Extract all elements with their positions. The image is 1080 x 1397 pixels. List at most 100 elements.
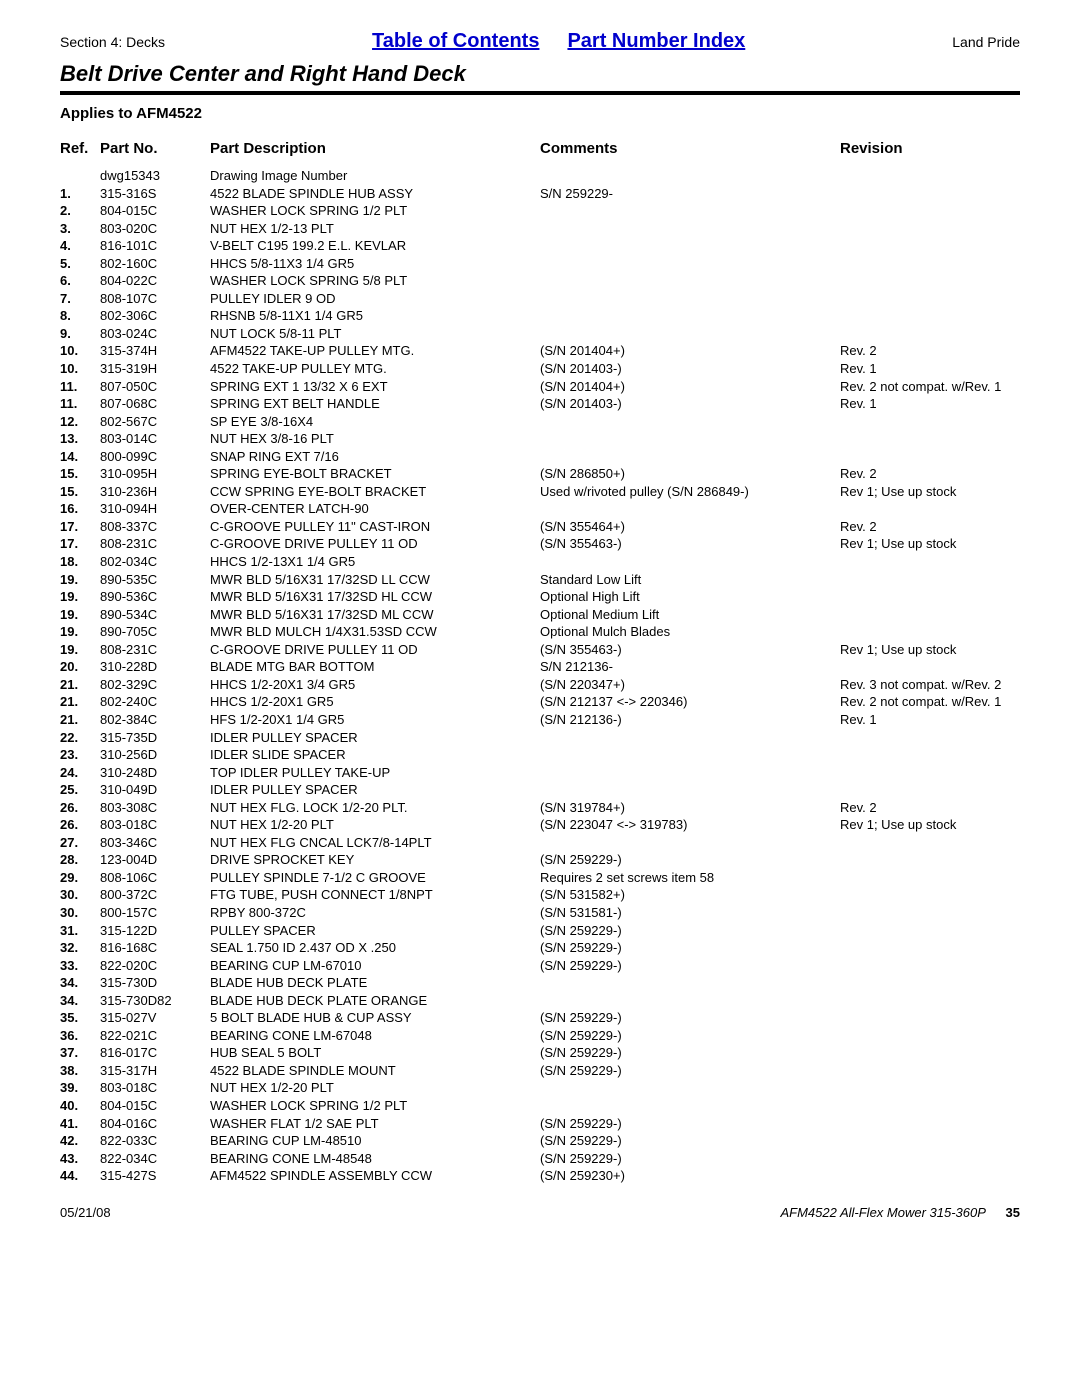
cell-desc: RHSNB 5/8-11X1 1/4 GR5 [210,307,540,325]
cell-desc: HHCS 1/2-20X1 GR5 [210,693,540,711]
cell-comm: (S/N 259230+) [540,1167,840,1185]
cell-rev [840,167,1020,185]
table-row: 8.802-306CRHSNB 5/8-11X1 1/4 GR5 [60,307,1020,325]
cell-rev [840,1079,1020,1097]
cell-comm [540,255,840,273]
cell-desc: SNAP RING EXT 7/16 [210,448,540,466]
table-row: 21.802-384CHFS 1/2-20X1 1/4 GR5(S/N 2121… [60,711,1020,729]
cell-rev [840,904,1020,922]
cell-rev [840,764,1020,782]
cell-part: 315-427S [100,1167,210,1185]
cell-comm [540,448,840,466]
table-row: 20.310-228DBLADE MTG BAR BOTTOMS/N 21213… [60,658,1020,676]
cell-desc: SP EYE 3/8-16X4 [210,413,540,431]
cell-comm: (S/N 319784+) [540,799,840,817]
table-row: 24.310-248DTOP IDLER PULLEY TAKE-UP [60,764,1020,782]
cell-part: 816-168C [100,939,210,957]
cell-part: 315-735D [100,729,210,747]
cell-rev: Rev. 2 [840,465,1020,483]
applies-label: Applies to AFM4522 [60,105,1020,122]
cell-desc: NUT HEX 1/2-13 PLT [210,220,540,238]
cell-comm: (S/N 259229-) [540,1062,840,1080]
table-row: 10.315-374HAFM4522 TAKE-UP PULLEY MTG.(S… [60,342,1020,360]
cell-part: 315-316S [100,185,210,203]
cell-desc: MWR BLD 5/16X31 17/32SD ML CCW [210,606,540,624]
cell-rev: Rev 1; Use up stock [840,535,1020,553]
table-row: 19.808-231CC-GROOVE DRIVE PULLEY 11 OD(S… [60,641,1020,659]
cell-ref: 37. [60,1044,100,1062]
cell-ref: 8. [60,307,100,325]
cell-comm: Requires 2 set screws item 58 [540,869,840,887]
cell-ref: 30. [60,886,100,904]
cell-desc: 4522 TAKE-UP PULLEY MTG. [210,360,540,378]
cell-rev: Rev 1; Use up stock [840,816,1020,834]
col-rev: Revision [840,140,1020,157]
cell-part: 310-248D [100,764,210,782]
cell-part: 802-329C [100,676,210,694]
table-row: 22.315-735DIDLER PULLEY SPACER [60,729,1020,747]
cell-part: 822-020C [100,957,210,975]
cell-part: 800-099C [100,448,210,466]
cell-desc: PULLEY SPACER [210,922,540,940]
cell-comm [540,746,840,764]
cell-rev [840,974,1020,992]
table-row: 42.822-033CBEARING CUP LM-48510(S/N 2592… [60,1132,1020,1150]
cell-comm: (S/N 355464+) [540,518,840,536]
cell-comm [540,220,840,238]
cell-part: 800-157C [100,904,210,922]
toc-link[interactable]: Table of Contents [372,30,539,53]
cell-part: 315-730D [100,974,210,992]
cell-part: 804-016C [100,1115,210,1133]
table-row: 19.890-536CMWR BLD 5/16X31 17/32SD HL CC… [60,588,1020,606]
table-row: 35.315-027V5 BOLT BLADE HUB & CUP ASSY(S… [60,1009,1020,1027]
cell-comm: Used w/rivoted pulley (S/N 286849-) [540,483,840,501]
cell-ref: 15. [60,483,100,501]
cell-rev [840,588,1020,606]
cell-desc: NUT HEX 1/2-20 PLT [210,1079,540,1097]
cell-part: 822-033C [100,1132,210,1150]
table-row: 27.803-346CNUT HEX FLG CNCAL LCK7/8-14PL… [60,834,1020,852]
cell-comm [540,729,840,747]
cell-part: 315-319H [100,360,210,378]
cell-rev [840,1132,1020,1150]
cell-comm [540,167,840,185]
cell-desc: AFM4522 TAKE-UP PULLEY MTG. [210,342,540,360]
cell-comm: S/N 259229- [540,185,840,203]
cell-desc: NUT HEX FLG. LOCK 1/2-20 PLT. [210,799,540,817]
cell-desc: PULLEY IDLER 9 OD [210,290,540,308]
cell-comm: (S/N 531581-) [540,904,840,922]
cell-part: 802-567C [100,413,210,431]
table-row: 32.816-168CSEAL 1.750 ID 2.437 OD X .250… [60,939,1020,957]
cell-ref: 44. [60,1167,100,1185]
table-row: 11.807-068CSPRING EXT BELT HANDLE(S/N 20… [60,395,1020,413]
cell-rev: Rev 1; Use up stock [840,641,1020,659]
table-body: dwg15343Drawing Image Number1.315-316S45… [60,167,1020,1185]
cell-rev: Rev. 2 [840,342,1020,360]
cell-part: 802-034C [100,553,210,571]
col-desc: Part Description [210,140,540,157]
cell-comm: (S/N 259229-) [540,1115,840,1133]
cell-comm: (S/N 201403-) [540,395,840,413]
cell-rev [840,939,1020,957]
cell-desc: WASHER FLAT 1/2 SAE PLT [210,1115,540,1133]
cell-rev [840,290,1020,308]
cell-comm: (S/N 259229-) [540,1150,840,1168]
table-row: 44.315-427SAFM4522 SPINDLE ASSEMBLY CCW(… [60,1167,1020,1185]
cell-ref: 19. [60,641,100,659]
table-row: 3.803-020CNUT HEX 1/2-13 PLT [60,220,1020,238]
cell-rev [840,202,1020,220]
cell-desc: BEARING CONE LM-67048 [210,1027,540,1045]
cell-comm: (S/N 212137 <-> 220346) [540,693,840,711]
cell-comm [540,325,840,343]
table-row: 43.822-034CBEARING CONE LM-48548(S/N 259… [60,1150,1020,1168]
cell-rev [840,992,1020,1010]
cell-part: 804-015C [100,1097,210,1115]
table-row: 41.804-016CWASHER FLAT 1/2 SAE PLT(S/N 2… [60,1115,1020,1133]
cell-ref: 35. [60,1009,100,1027]
cell-desc: MWR BLD 5/16X31 17/32SD LL CCW [210,571,540,589]
cell-rev: Rev. 1 [840,711,1020,729]
part-index-link[interactable]: Part Number Index [567,30,745,53]
cell-ref: 11. [60,378,100,396]
cell-comm: (S/N 223047 <-> 319783) [540,816,840,834]
table-row: 36.822-021CBEARING CONE LM-67048(S/N 259… [60,1027,1020,1045]
